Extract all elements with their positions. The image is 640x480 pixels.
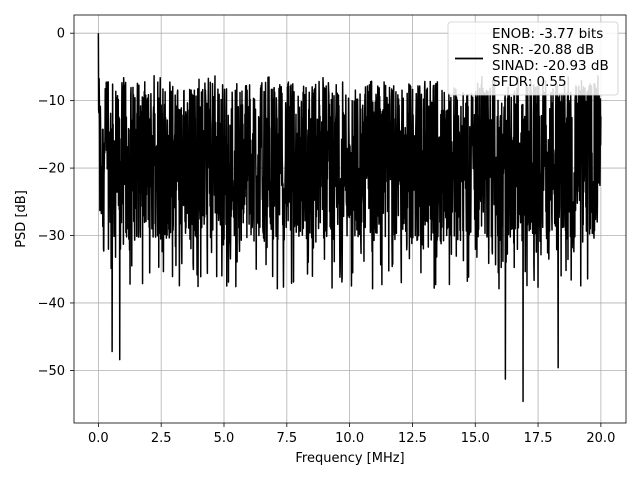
legend-entry-snr: SNR: -20.88 dB — [492, 42, 594, 58]
x-tick-label: 2.5 — [151, 431, 172, 446]
x-tick-label: 12.5 — [398, 431, 427, 446]
x-tick-label: 0.0 — [88, 431, 109, 446]
legend-entry-enob: ENOB: -3.77 bits — [492, 26, 603, 42]
y-axis-ticks: 0 −10 −20 −30 −40 −50 — [38, 27, 74, 379]
legend-entry-sinad: SINAD: -20.93 dB — [492, 58, 609, 74]
x-tick-label: 7.5 — [276, 431, 297, 446]
psd-line — [97, 33, 602, 403]
x-axis-label: Frequency [MHz] — [295, 451, 404, 466]
psd-series — [97, 33, 602, 403]
y-tick-label: −50 — [38, 364, 65, 379]
x-tick-label: 10.0 — [335, 431, 364, 446]
x-axis-ticks: 0.0 2.5 5.0 7.5 10.0 12.5 15.0 17.5 20.0 — [88, 423, 615, 446]
y-axis-label: PSD [dB] — [14, 190, 29, 248]
y-tick-label: 0 — [57, 27, 65, 42]
y-tick-label: −30 — [38, 229, 65, 244]
y-tick-label: −40 — [38, 296, 65, 311]
y-tick-label: −20 — [38, 162, 65, 177]
legend-box — [447, 21, 619, 96]
legend: ENOB: -3.77 bits SNR: -20.88 dB SINAD: -… — [447, 21, 619, 96]
legend-entry-sfdr: SFDR: 0.55 — [492, 74, 567, 90]
x-tick-label: 5.0 — [214, 431, 235, 446]
y-tick-label: −10 — [38, 94, 65, 109]
x-tick-label: 15.0 — [461, 431, 490, 446]
x-tick-label: 20.0 — [586, 431, 615, 446]
x-tick-label: 17.5 — [524, 431, 553, 446]
